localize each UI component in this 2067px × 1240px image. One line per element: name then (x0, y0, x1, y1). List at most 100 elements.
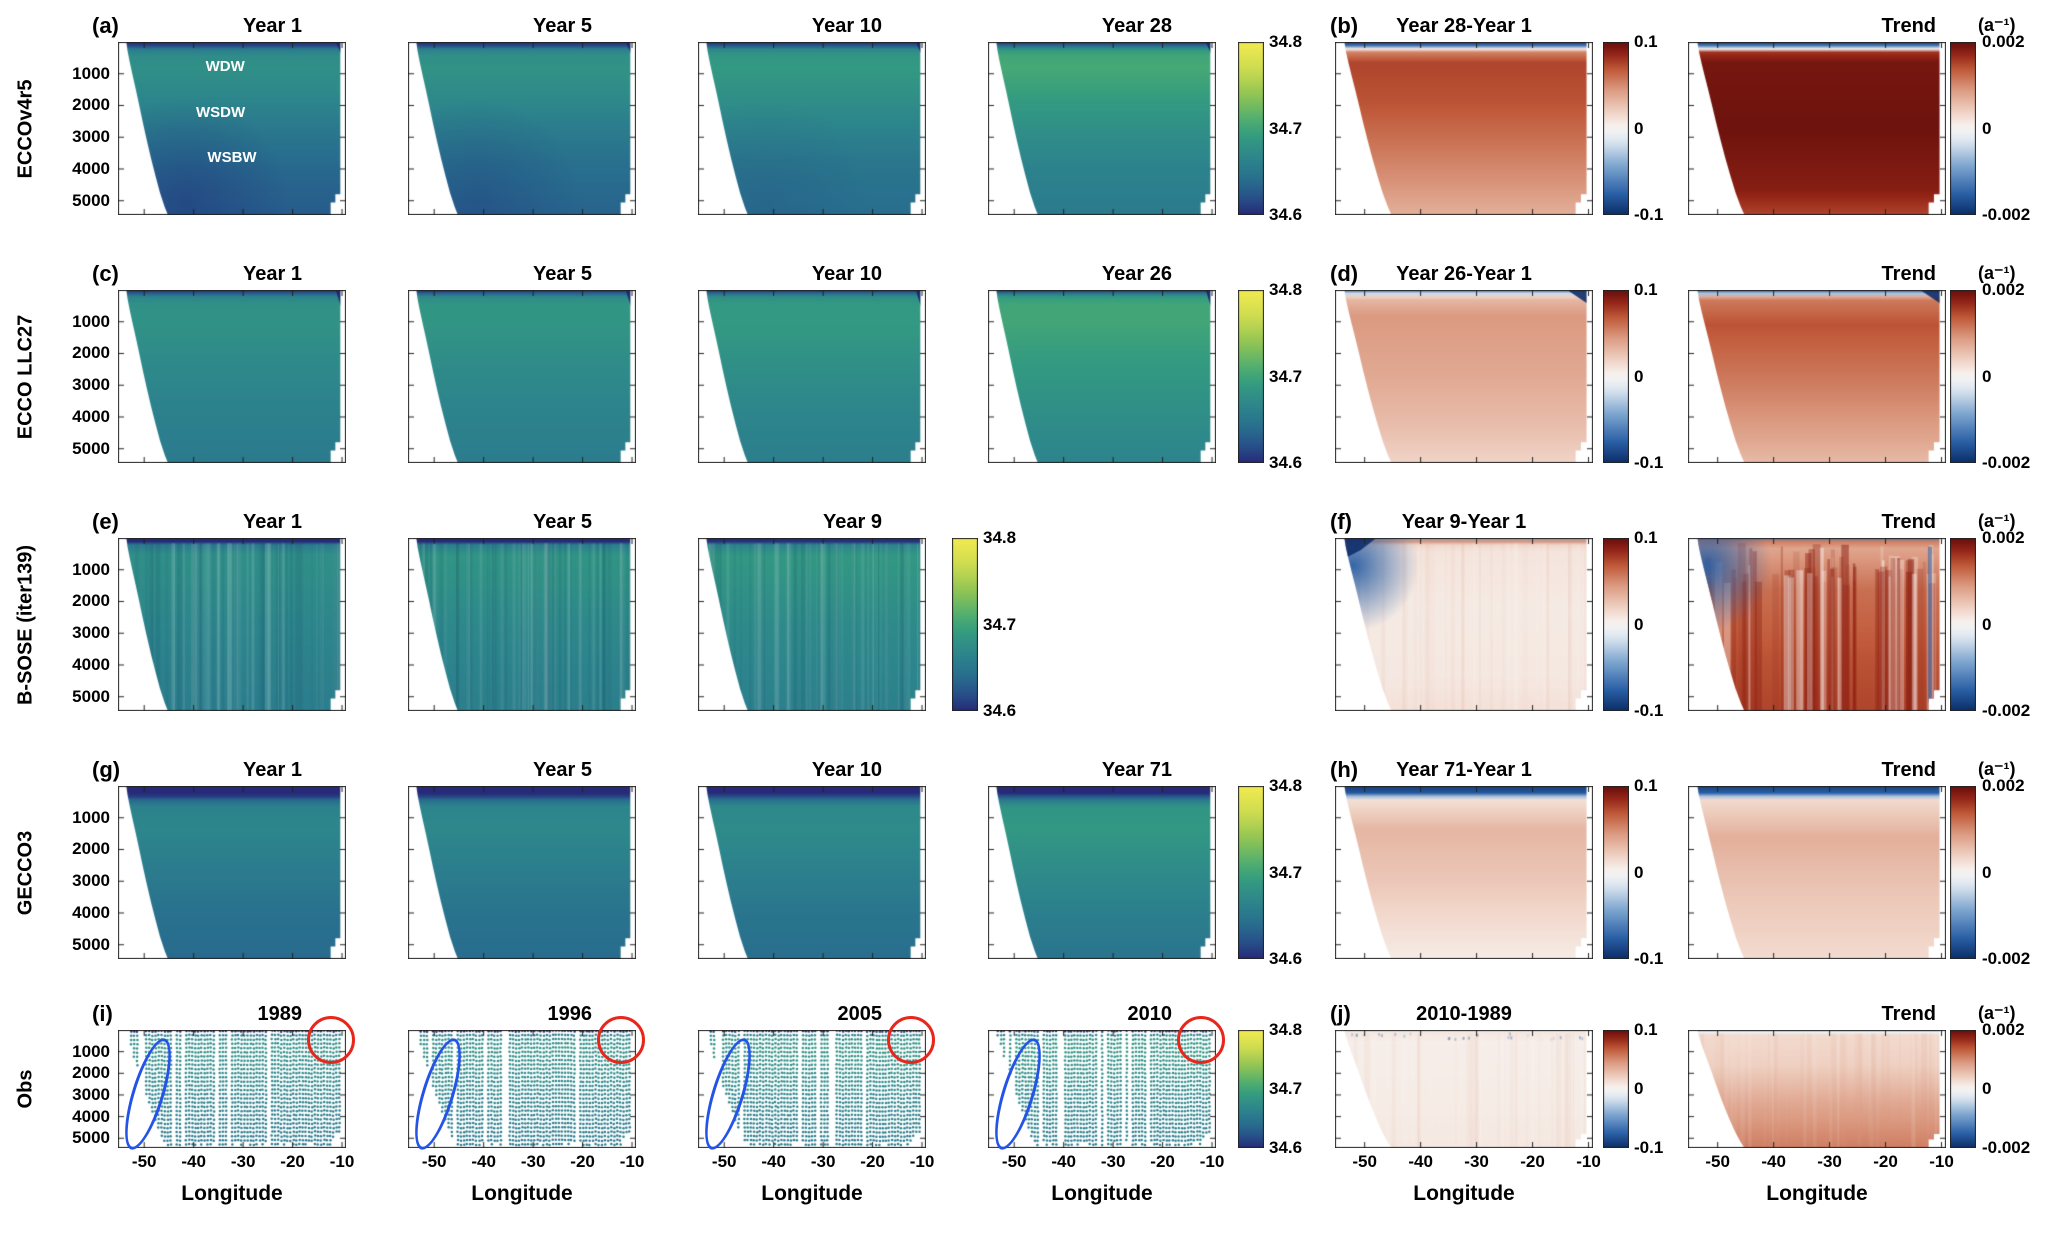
section-panel: WDW WSDW WSBW (118, 42, 346, 215)
salinity-section-canvas (118, 786, 346, 959)
x-tick-label: -50 (1705, 1152, 1730, 1171)
section-panel (118, 786, 346, 959)
colorbar-tick-label: 34.8 (1269, 32, 1303, 51)
colorbar-tick-label: 0.002 (1982, 528, 2025, 547)
colorbar-tick-label: 0.002 (1982, 280, 2025, 299)
trend-unit-label: (a⁻¹) (1978, 15, 2016, 35)
panel-title: Trend (1881, 263, 1936, 285)
salinity-colorbar (952, 538, 978, 711)
colorbar-tick-label: -0.1 (1634, 1138, 1664, 1157)
section-panel (405, 1016, 645, 1155)
colorbar-tick-label: -0.002 (1982, 949, 2031, 968)
colorbar-canvas (1603, 1030, 1629, 1148)
colorbar-tick-label: 0 (1982, 366, 1992, 386)
x-tick-label: -30 (1464, 1152, 1489, 1171)
salinity-section-canvas (988, 42, 1216, 215)
panel-title: Year 1 (243, 759, 302, 781)
salinity-section-canvas (698, 42, 926, 215)
panel-letter: (d) (1330, 261, 1359, 286)
colorbar-canvas (1950, 538, 1976, 711)
colorbar-tick-label: 0.1 (1634, 32, 1658, 51)
salinity-section-canvas (698, 538, 926, 711)
x-tick-label: -40 (1761, 1152, 1786, 1171)
panel-letter: (f) (1330, 509, 1352, 534)
colorbar-canvas (952, 538, 978, 711)
row-label: ECCO LLC27 (14, 314, 37, 439)
panel-letter: (a) (92, 13, 119, 38)
row-label: GECCO3 (14, 830, 37, 915)
salinity-section-canvas (408, 42, 636, 215)
salinity-section-canvas (408, 786, 636, 959)
colorbar-canvas (1603, 290, 1629, 463)
difference-panel (1335, 1030, 1593, 1148)
x-tick-label: -50 (131, 1152, 157, 1171)
colorbar-tick-label: 34.7 (1269, 366, 1303, 386)
difference-colorbar (1603, 538, 1629, 711)
difference-colorbar (1603, 42, 1629, 215)
x-tick-label: -30 (1100, 1152, 1126, 1171)
panel-letter: (h) (1330, 757, 1359, 782)
trend-section-canvas (1688, 786, 1946, 959)
section-panel (698, 42, 926, 215)
colorbar-tick-label: 34.7 (1269, 1079, 1303, 1098)
panel-title: 1989 (257, 1003, 303, 1025)
x-tick-label: -20 (860, 1152, 885, 1171)
panel-title: Year 26-Year 1 (1396, 263, 1532, 285)
x-tick-label: -30 (520, 1152, 546, 1171)
panel-title: 1996 (547, 1003, 593, 1025)
x-axis-label: Longitude (761, 1182, 863, 1205)
colorbar-tick-label: -0.002 (1982, 701, 2031, 720)
salinity-colorbar (1238, 1030, 1264, 1148)
colorbar-tick-label: 34.7 (983, 614, 1017, 634)
x-tick-label: -40 (1408, 1152, 1433, 1171)
colorbar-tick-label: 0.1 (1634, 280, 1658, 299)
salinity-colorbar (1238, 786, 1264, 959)
obs-section-canvas (988, 1030, 1216, 1148)
trend-colorbar (1950, 1030, 1976, 1148)
y-tick-label: 5000 (72, 934, 110, 954)
trend-colorbar (1950, 538, 1976, 711)
x-axis-label: Longitude (1766, 1182, 1868, 1205)
salinity-section-canvas (698, 290, 926, 463)
y-tick-label: 2000 (72, 839, 110, 859)
trend-panel (1688, 290, 1946, 463)
x-tick-label: -50 (711, 1152, 737, 1171)
difference-section-canvas (1335, 538, 1593, 711)
salinity-section-canvas (988, 290, 1216, 463)
colorbar-tick-label: -0.1 (1634, 701, 1664, 720)
trend-panel (1688, 786, 1946, 959)
colorbar-canvas (1950, 290, 1976, 463)
colorbar-canvas (1950, 786, 1976, 959)
x-tick-label: -10 (1199, 1152, 1225, 1171)
panel-title: Year 10 (811, 759, 882, 781)
panel-letter: (g) (92, 757, 121, 782)
row-label: B-SOSE (iter139) (14, 544, 37, 705)
y-tick-label: 2000 (72, 1063, 110, 1083)
colorbar-canvas (1603, 42, 1629, 215)
colorbar-canvas (1603, 538, 1629, 711)
colorbar-tick-label: 0.002 (1982, 1020, 2025, 1039)
trend-unit-label: (a⁻¹) (1978, 263, 2016, 283)
y-tick-label: 2000 (72, 591, 110, 611)
section-panel (698, 538, 926, 711)
colorbar-tick-label: 0 (1982, 862, 1992, 882)
salinity-section-canvas (408, 290, 636, 463)
section-panel (115, 1016, 355, 1155)
panel-letter: (e) (92, 509, 119, 534)
y-tick-label: 1000 (72, 63, 110, 83)
panel-title: Year 1 (243, 15, 302, 37)
panel-title: Year 26 (1101, 263, 1172, 285)
y-tick-label: 3000 (72, 623, 110, 643)
x-tick-label: -20 (280, 1152, 305, 1171)
panel-title: 2010 (1127, 1003, 1173, 1025)
colorbar-tick-label: -0.002 (1982, 453, 2031, 472)
x-tick-label: -50 (1001, 1152, 1027, 1171)
y-tick-label: 5000 (72, 438, 110, 458)
colorbar-tick-label: 0.002 (1982, 776, 2025, 795)
y-tick-label: 2000 (72, 343, 110, 363)
y-tick-label: 4000 (72, 406, 110, 426)
colorbar-tick-label: 34.6 (1269, 949, 1303, 968)
x-tick-label: -40 (761, 1152, 786, 1171)
x-tick-label: -20 (1150, 1152, 1175, 1171)
x-tick-label: -40 (1051, 1152, 1076, 1171)
